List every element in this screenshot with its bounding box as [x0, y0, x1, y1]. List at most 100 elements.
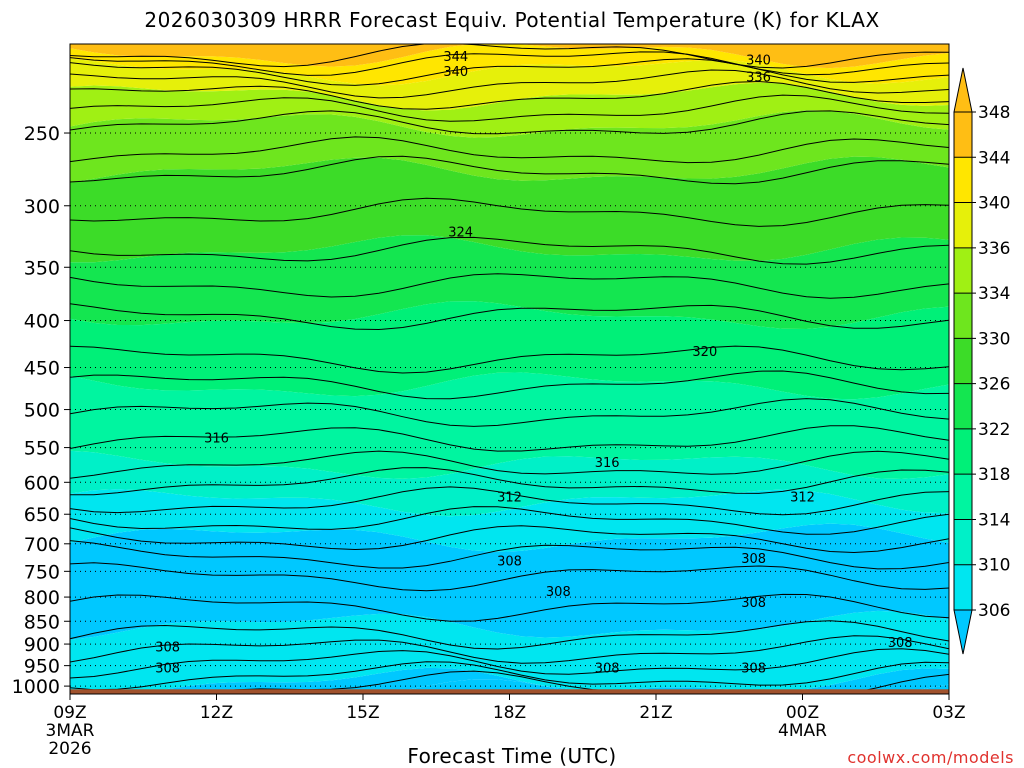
contour-label: 308 [888, 636, 913, 651]
contour-line [70, 80, 949, 110]
x-tick-label: 15Z [346, 703, 379, 723]
y-tick-label: 650 [24, 504, 60, 526]
y-tick-label: 950 [24, 656, 60, 678]
contour-line [70, 562, 949, 592]
contour-line [70, 506, 949, 535]
contour-band [70, 489, 949, 552]
contour-line [70, 94, 949, 122]
colorbar-segment [954, 383, 972, 429]
x-tick-label: 21Z [639, 703, 672, 723]
colorbar-label: 310 [978, 556, 1010, 576]
contour-line [70, 69, 949, 99]
y-tick-label: 850 [24, 611, 60, 633]
colorbar-label: 326 [978, 375, 1010, 395]
contour-band [70, 679, 949, 694]
y-tick-label: 900 [24, 634, 60, 656]
contour-band [70, 523, 949, 640]
y-tick-label: 700 [24, 534, 60, 556]
x-tick-sublabel: 4MAR [778, 721, 827, 741]
contour-band [70, 82, 949, 138]
colorbar-label: 340 [978, 194, 1010, 214]
colorbar-segment [954, 247, 972, 294]
contour-line [70, 273, 949, 299]
y-tick-label: 400 [24, 311, 60, 333]
contour-line [70, 620, 949, 650]
contour-line [70, 425, 949, 452]
contour-line [70, 370, 949, 400]
contour-label: 308 [741, 552, 766, 567]
contour-band [70, 667, 949, 694]
contour-line [70, 661, 949, 691]
contour-band [70, 610, 949, 694]
colorbar-segment [954, 338, 972, 384]
contour-label: 344 [443, 50, 468, 65]
contour-line [70, 540, 949, 570]
contour-label: 324 [448, 226, 473, 241]
colorbar-arrow-low [953, 609, 973, 655]
contour-label: 336 [746, 71, 771, 86]
y-tick-label: 800 [24, 587, 60, 609]
y-tick-label: 750 [24, 561, 60, 583]
contour-line [70, 635, 949, 664]
contour-line [70, 44, 949, 69]
x-tick-label: 12Z [200, 703, 233, 723]
contour-line [70, 593, 949, 622]
colorbar-segment [954, 293, 972, 339]
y-tick-label: 1000 [12, 676, 60, 698]
contour-line [70, 236, 949, 265]
colorbar-label: 336 [978, 239, 1010, 259]
y-tick-label: 550 [24, 438, 60, 460]
y-tick-label: 450 [24, 358, 60, 380]
colorbar-segment [954, 202, 972, 248]
contour-label: 308 [546, 585, 571, 600]
x-tick-label: 18Z [493, 703, 526, 723]
contour-line [70, 486, 949, 516]
colorbar-arrow-high [953, 67, 973, 113]
colorbar-segment [954, 519, 972, 565]
contour-band [70, 450, 949, 517]
contour-band [70, 110, 949, 183]
colorbar-label: 314 [978, 510, 1010, 530]
contour-line [70, 155, 949, 185]
y-tick-label: 250 [24, 123, 60, 145]
colorbar-label: 322 [978, 420, 1010, 440]
contour-label: 320 [692, 345, 717, 360]
colorbar-label: 348 [978, 103, 1010, 123]
contour-label: 340 [746, 54, 771, 69]
contour-label: 316 [204, 431, 229, 446]
x-tick-label: 03Z [932, 703, 965, 723]
contour-line [70, 303, 949, 331]
terrain-strip [70, 689, 949, 694]
contour-band [70, 372, 949, 479]
x-tick-label: 09Z [53, 703, 86, 723]
colorbar-label: 334 [978, 284, 1010, 304]
contour-line [70, 110, 949, 135]
colorbar-label: 344 [978, 148, 1010, 168]
contour-line [70, 345, 949, 374]
contour-label: 316 [595, 456, 620, 471]
contour-label: 308 [595, 662, 620, 677]
credit-text: coolwx.com/models [847, 748, 1014, 767]
contour-band [70, 156, 949, 263]
contour-line [70, 58, 949, 86]
contour-line [70, 51, 949, 76]
contour-line [70, 648, 949, 679]
contour-line [70, 450, 949, 479]
x-axis-label: Forecast Time (UTC) [407, 744, 617, 768]
y-tick-label: 500 [24, 400, 60, 422]
contour-band [70, 44, 949, 69]
colorbar-label: 330 [978, 329, 1010, 349]
x-tick-sublabel: 2026 [48, 739, 91, 759]
contour-label: 308 [741, 596, 766, 611]
chart-title: 2026030309 HRRR Forecast Equiv. Potentia… [144, 8, 880, 32]
x-tick-label: 00Z [786, 703, 819, 723]
contour-line [70, 525, 949, 554]
x-tick-sublabel: 3MAR [46, 721, 95, 741]
contour-label: 308 [741, 662, 766, 677]
contour-label: 312 [497, 491, 522, 506]
contour-line [70, 467, 949, 496]
contour-band [70, 235, 949, 329]
contour-band [70, 58, 949, 111]
colorbar-segment [954, 428, 972, 475]
